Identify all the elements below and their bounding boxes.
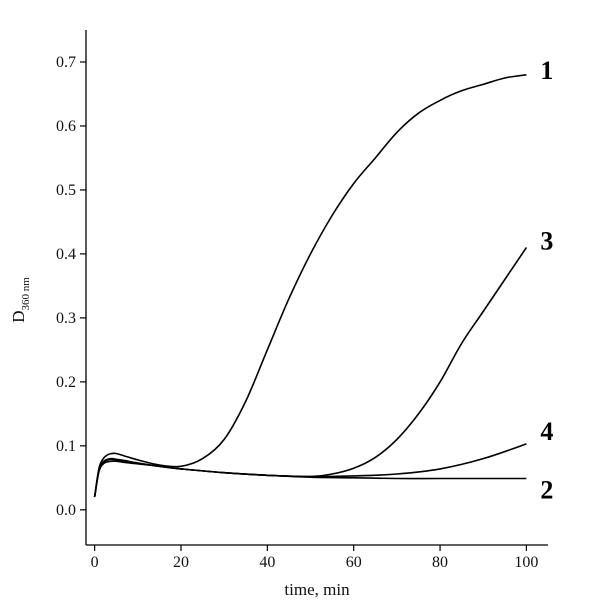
y-tick-label: 0.2 — [56, 374, 76, 391]
series-label-3: 3 — [540, 227, 553, 256]
series-line-4 — [93, 443, 527, 498]
x-tick-label: 100 — [514, 554, 538, 571]
plot-area — [85, 30, 548, 546]
x-tick-label: 60 — [346, 554, 362, 571]
y-tick-label: 0.0 — [56, 502, 76, 519]
y-tick-label: 0.7 — [56, 54, 76, 71]
y-tick-label: 0.6 — [56, 118, 76, 135]
x-tick-label: 0 — [91, 554, 99, 571]
series-label-4: 4 — [540, 417, 553, 446]
series-line-1 — [93, 74, 527, 498]
y-axis-title: D360 nm — [9, 277, 32, 323]
x-tick-label: 40 — [259, 554, 275, 571]
y-tick-label: 0.5 — [56, 182, 76, 199]
x-axis-title: time, min — [284, 580, 350, 599]
y-axis-title-main: D — [9, 311, 28, 323]
series-line-3 — [93, 247, 528, 498]
x-tick-label: 80 — [432, 554, 448, 571]
y-axis-title-subscript: 360 nm — [20, 277, 32, 311]
x-tick-label: 20 — [173, 554, 189, 571]
series-label-2: 2 — [540, 475, 553, 504]
series-labels: 1 2 3 4 — [540, 56, 553, 505]
y-tick-label: 0.3 — [56, 310, 76, 327]
y-tick-label: 0.4 — [56, 246, 76, 263]
y-tick-label: 0.1 — [56, 438, 76, 455]
series-label-1: 1 — [540, 56, 553, 85]
y-axis-ticks: 0.0 0.1 0.2 0.3 0.4 0.5 0.6 0.7 — [56, 54, 86, 519]
series-lines — [93, 74, 528, 498]
x-axis-ticks: 0 20 40 60 80 100 — [91, 545, 538, 571]
